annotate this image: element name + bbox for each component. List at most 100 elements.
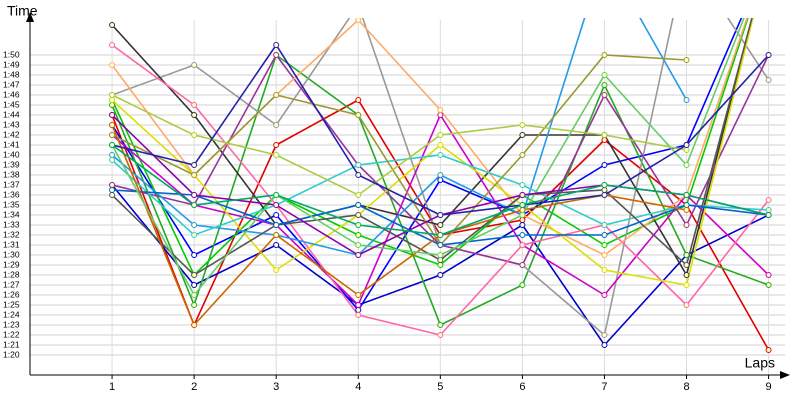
data-point	[191, 232, 198, 238]
data-point	[109, 92, 116, 98]
data-point	[191, 172, 198, 178]
data-point	[519, 212, 526, 218]
data-point	[765, 77, 772, 83]
series-line	[111, 94, 687, 196]
y-tick-label: 1:35	[3, 199, 20, 209]
data-point	[601, 82, 608, 88]
data-point	[355, 232, 362, 238]
x-tick-label: 3	[273, 381, 279, 393]
data-point	[765, 197, 772, 203]
data-point	[191, 192, 198, 198]
data-point	[683, 202, 690, 208]
y-tick-label: 1:22	[3, 329, 20, 339]
data-point	[683, 207, 690, 213]
data-point	[437, 262, 444, 268]
y-tick-label: 1:36	[3, 189, 20, 199]
data-point	[109, 112, 116, 118]
data-point	[191, 272, 198, 278]
data-point	[601, 267, 608, 273]
y-tick-label: 1:29	[3, 259, 20, 269]
data-point	[273, 152, 280, 158]
data-point	[355, 192, 362, 198]
x-tick-label: 5	[437, 381, 443, 393]
tick-labels: 1:201:211:221:231:241:251:261:271:281:29…	[3, 49, 772, 393]
data-point	[355, 302, 362, 308]
y-tick-label: 1:43	[3, 119, 20, 129]
y-tick-label: 1:32	[3, 229, 20, 239]
data-point	[355, 252, 362, 258]
data-point	[273, 222, 280, 228]
y-tick-label: 1:28	[3, 269, 20, 279]
data-point	[437, 142, 444, 148]
y-tick-label: 1:33	[3, 219, 20, 229]
data-point	[109, 182, 116, 188]
data-point	[683, 142, 690, 148]
data-point	[355, 162, 362, 168]
data-point	[519, 222, 526, 228]
data-point	[601, 132, 608, 138]
data-point	[765, 212, 772, 218]
data-point	[355, 312, 362, 318]
data-point	[683, 302, 690, 308]
data-point	[519, 202, 526, 208]
y-tick-label: 1:26	[3, 289, 20, 299]
data-point	[109, 142, 116, 148]
data-point	[683, 97, 690, 103]
data-point	[765, 282, 772, 288]
data-point	[437, 112, 444, 118]
data-point	[109, 157, 116, 163]
data-point	[437, 172, 444, 178]
data-point	[437, 232, 444, 238]
y-axis-arrow	[26, 12, 34, 22]
data-point	[519, 232, 526, 238]
y-tick-label: 1:23	[3, 319, 20, 329]
data-point	[601, 187, 608, 193]
data-point	[519, 122, 526, 128]
data-point	[273, 192, 280, 198]
y-tick-label: 1:50	[3, 49, 20, 59]
data-point	[191, 252, 198, 258]
data-point	[437, 257, 444, 263]
data-point	[109, 97, 116, 103]
data-point	[273, 142, 280, 148]
data-point	[191, 162, 198, 168]
x-axis-arrow	[780, 371, 790, 379]
data-point	[601, 72, 608, 78]
data-point	[519, 182, 526, 188]
y-tick-label: 1:37	[3, 179, 20, 189]
data-point	[437, 132, 444, 138]
y-tick-label: 1:47	[3, 79, 20, 89]
data-point	[765, 52, 772, 58]
data-point	[191, 222, 198, 228]
y-tick-label: 1:40	[3, 149, 20, 159]
data-point	[191, 202, 198, 208]
data-point	[109, 192, 116, 198]
data-point	[109, 102, 116, 108]
data-point	[601, 292, 608, 298]
x-axis-label: Laps	[745, 355, 775, 371]
data-point	[601, 222, 608, 228]
data-point	[191, 282, 198, 288]
data-point	[601, 242, 608, 248]
data-point	[519, 207, 526, 213]
data-point	[273, 52, 280, 58]
data-point	[437, 152, 444, 158]
data-point	[601, 232, 608, 238]
data-point	[601, 182, 608, 188]
data-point	[191, 62, 198, 68]
x-tick-label: 2	[191, 381, 197, 393]
data-point	[683, 222, 690, 228]
plot-area	[109, 18, 772, 353]
data-point	[191, 112, 198, 118]
y-tick-label: 1:39	[3, 159, 20, 169]
data-point	[191, 302, 198, 308]
data-point	[601, 192, 608, 198]
y-tick-label: 1:24	[3, 309, 20, 319]
series-line	[111, 18, 688, 256]
y-tick-label: 1:44	[3, 109, 20, 119]
data-point	[355, 112, 362, 118]
data-point	[437, 272, 444, 278]
data-point	[601, 137, 608, 143]
data-point	[683, 192, 690, 198]
data-point	[765, 347, 772, 353]
